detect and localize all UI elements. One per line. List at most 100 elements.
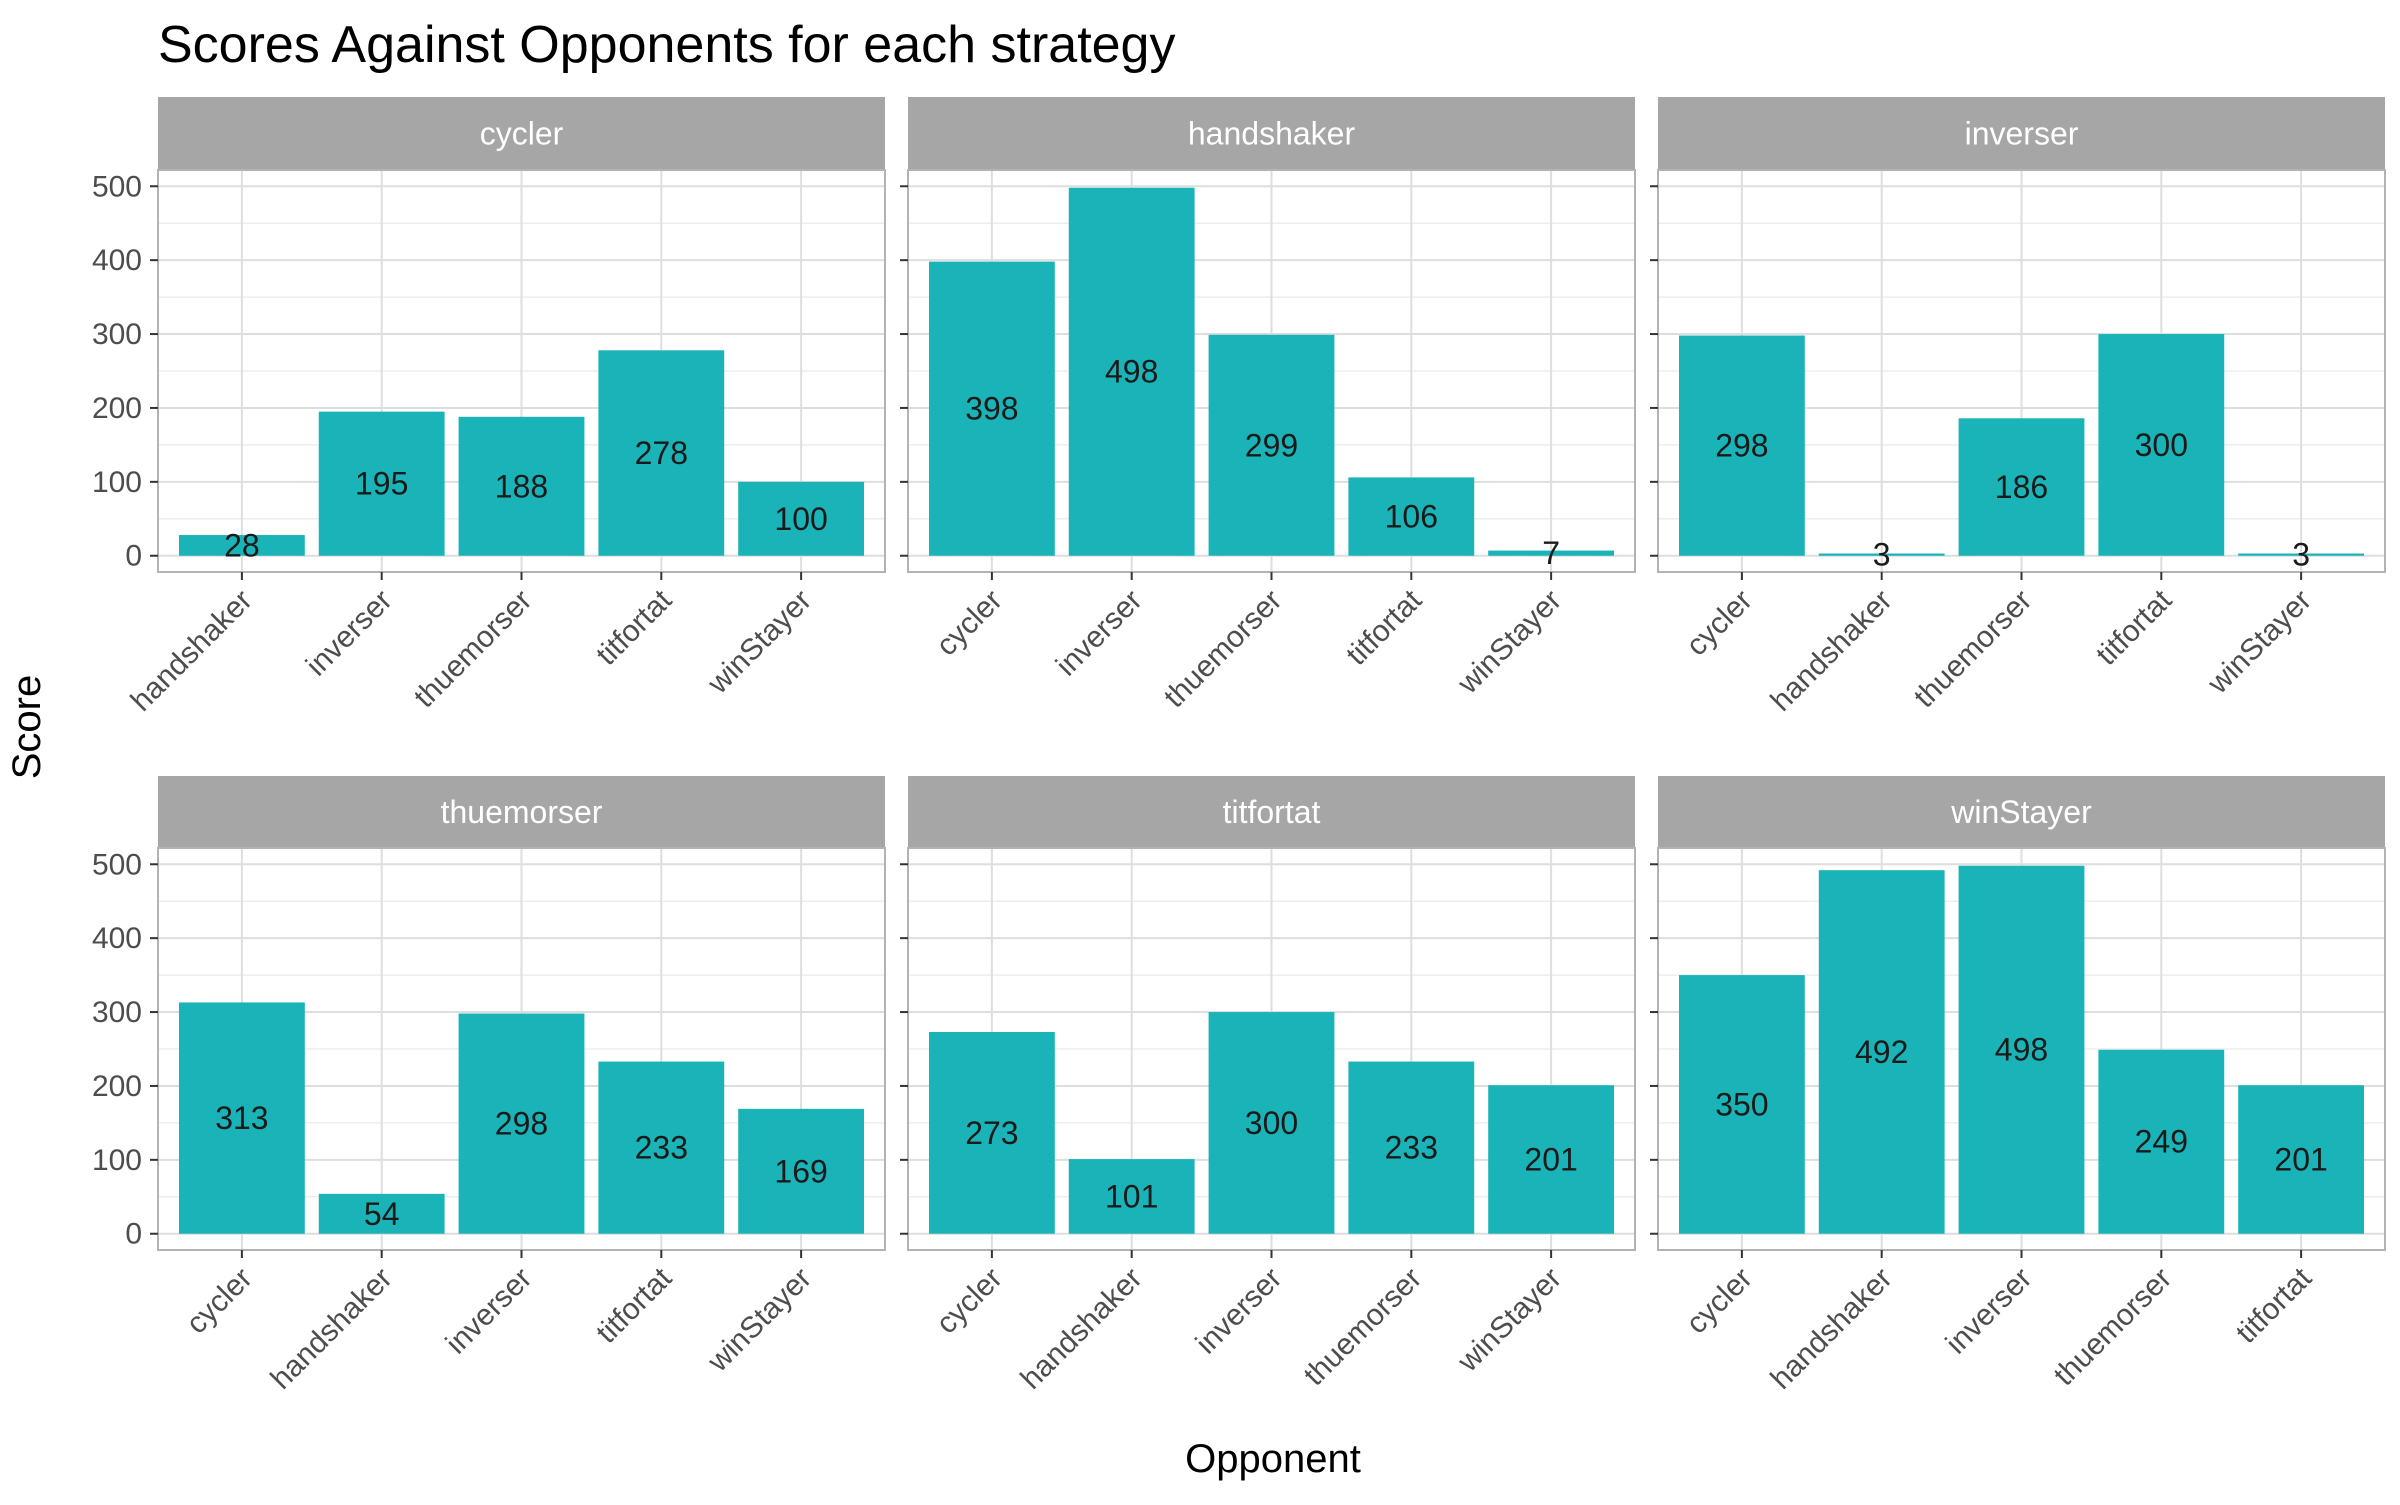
facet-panel-thuemorser: thuemorser 313 54 298 233 169 0 100 200 300 400 500… <box>92 776 886 1396</box>
bar-winStayer-handshaker <box>1818 870 1945 1234</box>
bar-inverser-winStayer <box>2238 553 2365 556</box>
x-tick-label: inverser <box>440 1262 539 1361</box>
bar-value-label: 233 <box>1385 1130 1438 1166</box>
facet-strip <box>1658 776 2385 848</box>
facet-strip <box>158 776 885 848</box>
x-tick-label: inverser <box>1050 584 1149 683</box>
x-tick-label: winStayer <box>1451 1262 1568 1379</box>
x-tick-label: handshaker <box>1014 1262 1148 1396</box>
bar-winStayer-thuemorser <box>2098 1049 2225 1234</box>
bar-titfortat-inverser <box>1208 1012 1335 1234</box>
facet-panel-titfortat: titfortat 273 101 300 233 201 cycler handshaker… <box>900 776 1636 1396</box>
facet-strip <box>1658 97 2385 170</box>
bar-thuemorser-titfortat <box>598 1061 725 1234</box>
facet-panel-cycler: cycler 28 195 188 278 100 0 100 200 300 400 500 hand… <box>92 97 886 718</box>
x-tick-label: thuemorser <box>2048 1262 2179 1393</box>
bar-value-label: 492 <box>1855 1034 1908 1070</box>
bar-handshaker-cycler <box>928 261 1055 556</box>
x-tick-label: thuemorser <box>408 584 539 715</box>
facet-strip-label: cycler <box>480 116 564 152</box>
y-tick-label: 300 <box>92 996 142 1029</box>
bar-cycler-handshaker <box>178 535 305 556</box>
y-tick-label: 300 <box>92 318 142 351</box>
bar-value-label: 298 <box>1715 428 1768 464</box>
y-tick-label: 100 <box>92 1144 142 1177</box>
bar-winStayer-inverser <box>1958 865 2085 1234</box>
bar-value-label: 299 <box>1245 427 1298 463</box>
bar-thuemorser-winStayer <box>738 1108 865 1234</box>
bar-value-label: 398 <box>965 391 1018 427</box>
x-tick-label: titfortat <box>590 1261 679 1350</box>
bar-inverser-titfortat <box>2098 334 2225 556</box>
bar-value-label: 186 <box>1995 469 2048 505</box>
bar-thuemorser-handshaker <box>318 1193 445 1234</box>
y-tick-label: 200 <box>92 1070 142 1103</box>
x-tick-label: cycler <box>930 584 1009 663</box>
facet-strip <box>908 97 1635 170</box>
facet-panel-winStayer: winStayer 350 492 498 249 201 cycler handshaker… <box>1650 776 2386 1396</box>
facet-strip-label: thuemorser <box>441 794 603 830</box>
x-tick-label: inverser <box>1940 1262 2039 1361</box>
y-tick-label: 100 <box>92 466 142 499</box>
x-tick-label: winStayer <box>2201 584 2318 701</box>
facet-strip-label: handshaker <box>1188 116 1356 152</box>
bar-value-label: 28 <box>224 527 260 563</box>
bar-value-label: 313 <box>215 1100 268 1136</box>
facet-panels: cycler 28 195 188 278 100 0 100 200 300 400 500 hand… <box>92 97 2386 1396</box>
bar-cycler-titfortat <box>598 350 725 556</box>
bar-thuemorser-cycler <box>178 1002 305 1234</box>
y-tick-label: 500 <box>92 170 142 203</box>
facet-strip <box>158 97 885 170</box>
x-tick-label: cycler <box>1680 584 1759 663</box>
x-tick-label: cycler <box>1680 1262 1759 1341</box>
x-tick-label: handshaker <box>1764 1262 1898 1396</box>
chart-title: Scores Against Opponents for each strate… <box>158 16 1175 74</box>
bar-value-label: 3 <box>1873 537 1891 573</box>
x-tick-label: thuemorser <box>1158 584 1289 715</box>
facet-strip-label: winStayer <box>1950 794 2092 830</box>
bar-cycler-inverser <box>318 411 445 556</box>
bar-value-label: 300 <box>2135 427 2188 463</box>
bar-handshaker-winStayer <box>1488 550 1615 556</box>
bar-value-label: 273 <box>965 1115 1018 1151</box>
y-axis-title: Score <box>5 675 49 780</box>
facet-strip-label: inverser <box>1965 116 2079 152</box>
bar-value-label: 188 <box>495 468 548 504</box>
bar-value-label: 195 <box>355 466 408 502</box>
bar-winStayer-cycler <box>1678 975 1805 1234</box>
x-tick-label: titfortat <box>2230 1261 2319 1350</box>
x-tick-label: handshaker <box>1764 584 1898 718</box>
bar-titfortat-winStayer <box>1488 1085 1615 1234</box>
facet-strip-label: titfortat <box>1223 794 1321 830</box>
bar-handshaker-thuemorser <box>1208 334 1335 556</box>
facet-strip <box>908 776 1635 848</box>
x-tick-label: inverser <box>300 584 399 683</box>
bar-value-label: 350 <box>1715 1086 1768 1122</box>
x-tick-label: thuemorser <box>1298 1262 1429 1393</box>
facet-panel-inverser: inverser 298 3 186 300 3 cycler handshaker thuem… <box>1650 97 2386 718</box>
bar-inverser-cycler <box>1678 335 1805 556</box>
y-tick-label: 200 <box>92 392 142 425</box>
bar-titfortat-handshaker <box>1068 1159 1195 1234</box>
bar-value-label: 201 <box>2274 1141 2327 1177</box>
bar-titfortat-cycler <box>928 1032 1055 1234</box>
x-tick-label: cycler <box>180 1262 259 1341</box>
bar-value-label: 300 <box>1245 1105 1298 1141</box>
bar-value-label: 101 <box>1105 1178 1158 1214</box>
bar-inverser-thuemorser <box>1958 418 2085 556</box>
x-tick-label: titfortat <box>2090 583 2179 672</box>
bar-winStayer-titfortat <box>2238 1085 2365 1234</box>
bar-thuemorser-inverser <box>458 1013 585 1234</box>
bar-value-label: 249 <box>2135 1124 2188 1160</box>
bar-value-label: 100 <box>774 501 827 537</box>
y-tick-label: 500 <box>92 848 142 881</box>
bar-handshaker-titfortat <box>1348 477 1475 556</box>
bar-value-label: 3 <box>2292 537 2310 573</box>
y-tick-label: 0 <box>125 1218 142 1251</box>
x-tick-label: inverser <box>1190 1262 1289 1361</box>
bar-value-label: 201 <box>1524 1141 1577 1177</box>
bar-cycler-winStayer <box>738 481 865 556</box>
bar-value-label: 498 <box>1105 354 1158 390</box>
